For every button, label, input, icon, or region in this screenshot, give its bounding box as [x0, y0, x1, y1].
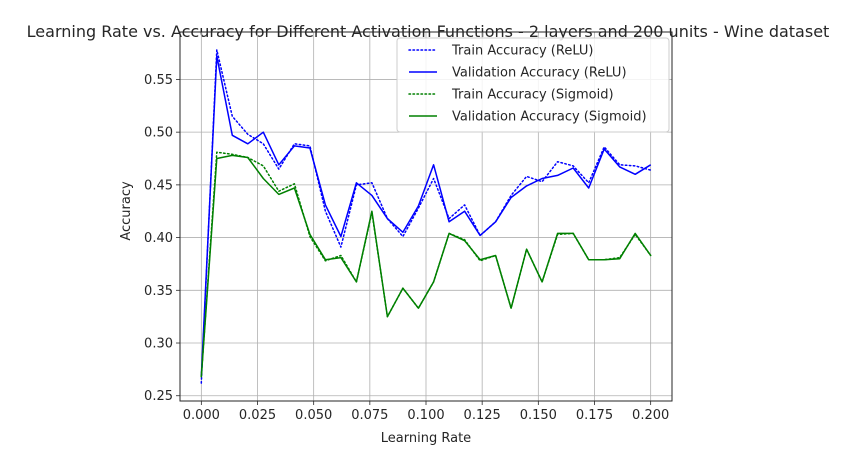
y-tick-label: 0.50 — [144, 126, 173, 141]
x-tick-label: 0.100 — [407, 408, 444, 423]
legend-entry: Validation Accuracy (ReLU) — [452, 66, 627, 81]
series-line-4 — [200, 154, 652, 377]
x-tick-label: 0.125 — [464, 408, 501, 423]
series-layer — [200, 49, 652, 384]
y-tick-label: 0.35 — [144, 284, 173, 299]
x-tick-label: 0.050 — [295, 408, 332, 423]
y-tick-label: 0.30 — [144, 337, 173, 352]
x-tick-label: 0.175 — [576, 408, 613, 423]
legend-entry: Validation Accuracy (Sigmoid) — [452, 110, 647, 125]
x-tick-label: 0.150 — [520, 408, 557, 423]
legend-box — [396, 37, 670, 133]
y-tick-label: 0.25 — [144, 389, 173, 404]
y-tick-label: 0.40 — [144, 231, 173, 246]
x-tick-label: 0.000 — [183, 408, 220, 423]
x-axis: 0.000 0.025 0.050 0.075 0.100 0.125 0.150 0.175… — [183, 401, 669, 423]
legend-entry: Train Accuracy (ReLU) — [451, 44, 594, 59]
y-axis: 0.25 0.30 0.35 0.40 0.45 0.50 0.55 — [144, 73, 180, 404]
legend-entry: Train Accuracy (Sigmoid) — [451, 88, 614, 103]
x-tick-label: 0.200 — [632, 408, 669, 423]
x-tick-label: 0.025 — [239, 408, 276, 423]
series-line-1 — [200, 49, 652, 384]
y-tick-label: 0.55 — [144, 73, 173, 88]
series-line-2 — [200, 55, 652, 377]
x-axis-label: Learning Rate — [381, 431, 471, 446]
y-axis-label: Accuracy — [119, 181, 134, 241]
x-tick-label: 0.075 — [351, 408, 388, 423]
y-tick-label: 0.45 — [144, 178, 173, 193]
legend: Train Accuracy (ReLU) Validation Accuracy… — [396, 37, 670, 133]
